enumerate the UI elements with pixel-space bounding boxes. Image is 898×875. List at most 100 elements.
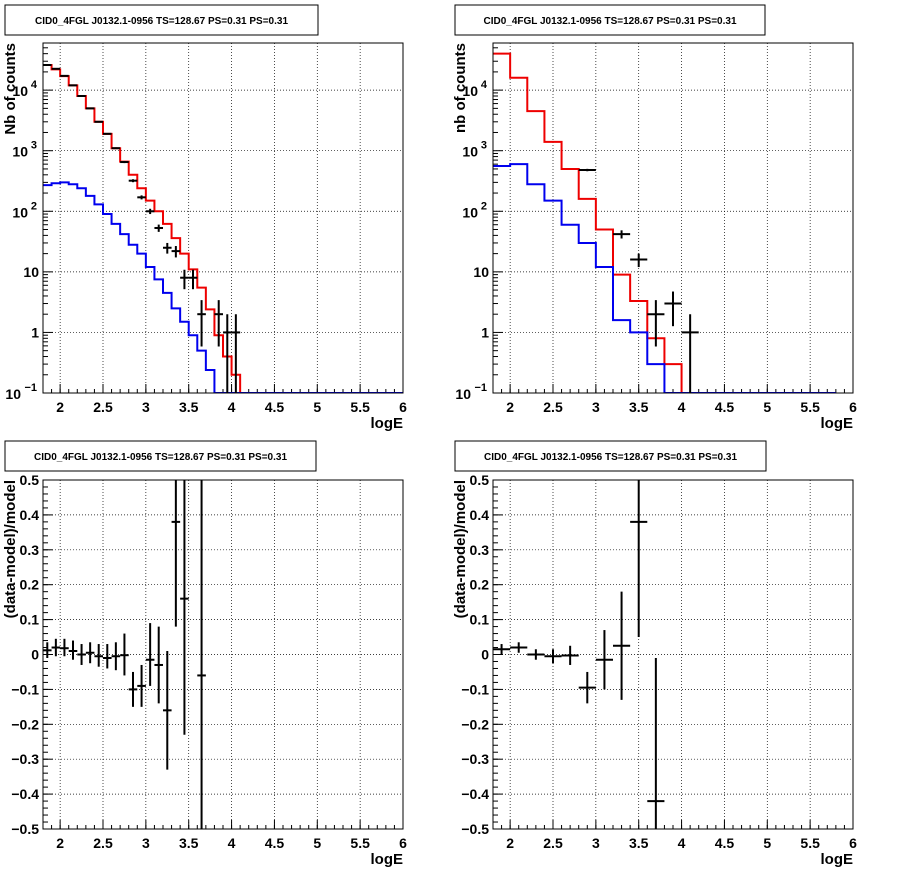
x-tick-label: 3.5 — [179, 399, 199, 415]
y-tick-label: 0.1 — [20, 612, 40, 628]
data-point — [544, 649, 562, 664]
y-tick-label: −0.3 — [461, 751, 489, 767]
chart-title: CID0_4FGL J0132.1-0956 TS=128.67 PS=0.31… — [34, 452, 287, 463]
x-tick-label: 4 — [678, 835, 686, 851]
data-point — [561, 645, 579, 665]
data-point — [51, 638, 61, 657]
y-tick-exponent: 2 — [481, 200, 487, 212]
data-point — [154, 224, 163, 232]
y-tick-label: 10 — [12, 144, 28, 160]
chart-title: CID0_4FGL J0132.1-0956 TS=128.67 PS=0.31… — [483, 16, 736, 27]
x-tick-label: 5.5 — [350, 399, 370, 415]
y-tick-exponent: 3 — [481, 140, 487, 152]
y-tick-label: 1 — [31, 324, 39, 340]
plot-area — [493, 52, 836, 393]
x-tick-label: 2 — [56, 835, 64, 851]
data-point — [103, 132, 112, 135]
y-tick-label: 0.2 — [470, 577, 490, 593]
data-point — [647, 657, 665, 829]
data-point — [197, 480, 206, 829]
y-tick-label: 1 — [481, 324, 489, 340]
data-point — [137, 664, 146, 707]
y-axis-label: (data-model)/model — [2, 480, 19, 618]
x-tick-label: 2.5 — [93, 835, 113, 851]
y-tick-label: 0.3 — [20, 542, 40, 558]
title-box — [454, 440, 767, 472]
x-tick-label: 5.5 — [800, 835, 820, 851]
x-tick-label: 2 — [506, 835, 514, 851]
title-box — [454, 4, 766, 36]
series-line-1 — [493, 52, 683, 393]
y-tick-exponent: 3 — [31, 140, 37, 152]
plot-area — [493, 480, 665, 829]
data-point — [137, 195, 146, 200]
data-point — [171, 246, 181, 258]
x-tick-label: 2 — [506, 399, 514, 415]
data-point — [630, 253, 648, 268]
data-point — [647, 300, 665, 347]
plot-frame — [42, 479, 404, 830]
y-tick-label: 10 — [462, 83, 478, 99]
series-line-1 — [43, 63, 250, 393]
data-point — [578, 168, 596, 172]
chart-panel-1: CID0_4FGL J0132.1-0956 TS=128.67 PS=0.31… — [2, 4, 407, 432]
y-tick-label: 0.5 — [20, 472, 40, 488]
y-tick-label: 0.4 — [470, 507, 490, 523]
y-tick-exponent: 4 — [481, 79, 488, 91]
data-point — [103, 644, 112, 669]
data-point — [681, 314, 699, 393]
data-point — [493, 644, 511, 655]
x-tick-label: 6 — [399, 399, 407, 415]
y-tick-label: −0.4 — [461, 786, 489, 802]
y-axis-label: Nb of counts — [2, 43, 19, 135]
x-tick-label: 4 — [228, 835, 236, 851]
data-point — [595, 630, 613, 690]
x-tick-label: 3 — [592, 399, 600, 415]
y-tick-label: −0.2 — [11, 716, 39, 732]
data-point — [578, 671, 596, 704]
chart-title: CID0_4FGL J0132.1-0956 TS=128.67 PS=0.31… — [35, 16, 288, 27]
data-point — [85, 642, 95, 664]
y-tick-label: 10 — [5, 386, 21, 402]
y-tick-label: 10 — [455, 386, 471, 402]
y-tick-exponent: −1 — [474, 382, 487, 394]
x-tick-label: 3.5 — [629, 399, 649, 415]
x-tick-label: 4.5 — [715, 835, 735, 851]
y-tick-label: −0.1 — [461, 681, 489, 697]
data-point — [68, 640, 78, 660]
y-tick-label: −0.3 — [11, 751, 39, 767]
data-point — [231, 314, 241, 393]
y-tick-label: 10 — [12, 204, 28, 220]
data-point — [145, 208, 155, 215]
y-tick-label: 0 — [481, 647, 489, 663]
data-point — [43, 642, 52, 658]
data-point — [111, 147, 121, 150]
x-tick-label: 5 — [763, 399, 771, 415]
y-tick-label: 0.5 — [470, 472, 490, 488]
data-point — [630, 480, 648, 638]
data-point — [188, 269, 198, 290]
data-point — [214, 300, 223, 347]
data-point — [85, 107, 95, 110]
y-tick-label: −0.5 — [11, 821, 39, 837]
x-tick-label: 3.5 — [629, 835, 649, 851]
chart-panel-3: CID0_4FGL J0132.1-0956 TS=128.67 PS=0.31… — [2, 440, 407, 868]
x-tick-label: 3 — [592, 835, 600, 851]
x-axis-label: logE — [821, 415, 854, 432]
x-tick-label: 4.5 — [265, 399, 285, 415]
data-point — [171, 480, 181, 627]
data-point — [128, 671, 138, 707]
data-point — [77, 95, 86, 98]
y-tick-label: −0.1 — [11, 681, 39, 697]
x-tick-label: 3.5 — [179, 835, 199, 851]
y-tick-label: 10 — [462, 144, 478, 160]
data-point — [527, 649, 545, 660]
data-point — [163, 651, 172, 770]
chart-title: CID0_4FGL J0132.1-0956 TS=128.67 PS=0.31… — [484, 452, 737, 463]
x-tick-label: 2.5 — [543, 835, 563, 851]
plot-area — [43, 63, 403, 393]
y-tick-label: 0.3 — [470, 542, 490, 558]
data-point — [154, 626, 163, 704]
plot-frame — [492, 479, 854, 830]
plot-area — [43, 480, 206, 829]
